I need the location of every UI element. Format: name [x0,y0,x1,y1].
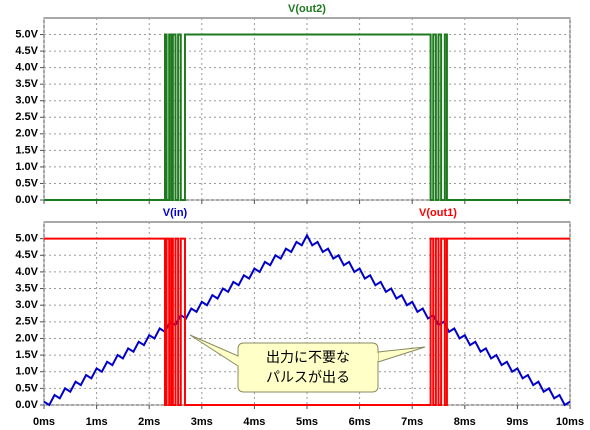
annotation: パルスが出る [266,370,350,386]
x-tick-label: 1ms [86,416,108,428]
y-tick-label: 0.0V [15,399,38,411]
y-tick-label: 4.5V [15,45,38,57]
y-tick-label: 1.5V [15,349,38,361]
annotation: 出力に不要な [266,350,350,366]
series-line [44,237,570,406]
y-tick-label: 5.0V [15,28,38,40]
y-tick-label: 0.0V [15,194,38,206]
x-tick-label: 10ms [556,416,584,428]
y-tick-label: 3.0V [15,95,38,107]
y-tick-label: 5.0V [15,233,38,245]
y-tick-label: 4.0V [15,62,38,74]
y-tick-label: 3.5V [15,282,38,294]
y-tick-label: 1.0V [15,161,38,173]
y-tick-label: 1.5V [15,144,38,156]
legend-label: V(out2) [288,3,326,15]
x-tick-label: 8ms [454,416,476,428]
legend-label: V(in) [163,207,188,219]
callout-shape [189,334,426,393]
x-tick-label: 4ms [243,416,265,428]
x-tick-label: 3ms [191,416,213,428]
y-tick-label: 4.5V [15,249,38,261]
y-tick-label: 2.0V [15,128,38,140]
x-tick-label: 0ms [33,416,55,428]
x-tick-label: 6ms [349,416,371,428]
legend-label: V(out1) [419,207,457,219]
y-tick-label: 1.0V [15,366,38,378]
y-tick-label: 2.5V [15,316,38,328]
y-tick-label: 0.5V [15,177,38,189]
y-tick-label: 3.5V [15,78,38,90]
x-tick-label: 9ms [506,416,528,428]
x-tick-label: 5ms [296,416,318,428]
x-tick-label: 7ms [401,416,423,428]
y-tick-label: 2.5V [15,111,38,123]
y-tick-label: 0.5V [15,382,38,394]
y-tick-label: 4.0V [15,266,38,278]
x-tick-label: 2ms [138,416,160,428]
y-tick-label: 3.0V [15,299,38,311]
y-tick-label: 2.0V [15,332,38,344]
series-line [44,33,570,201]
series-line [43,233,571,407]
